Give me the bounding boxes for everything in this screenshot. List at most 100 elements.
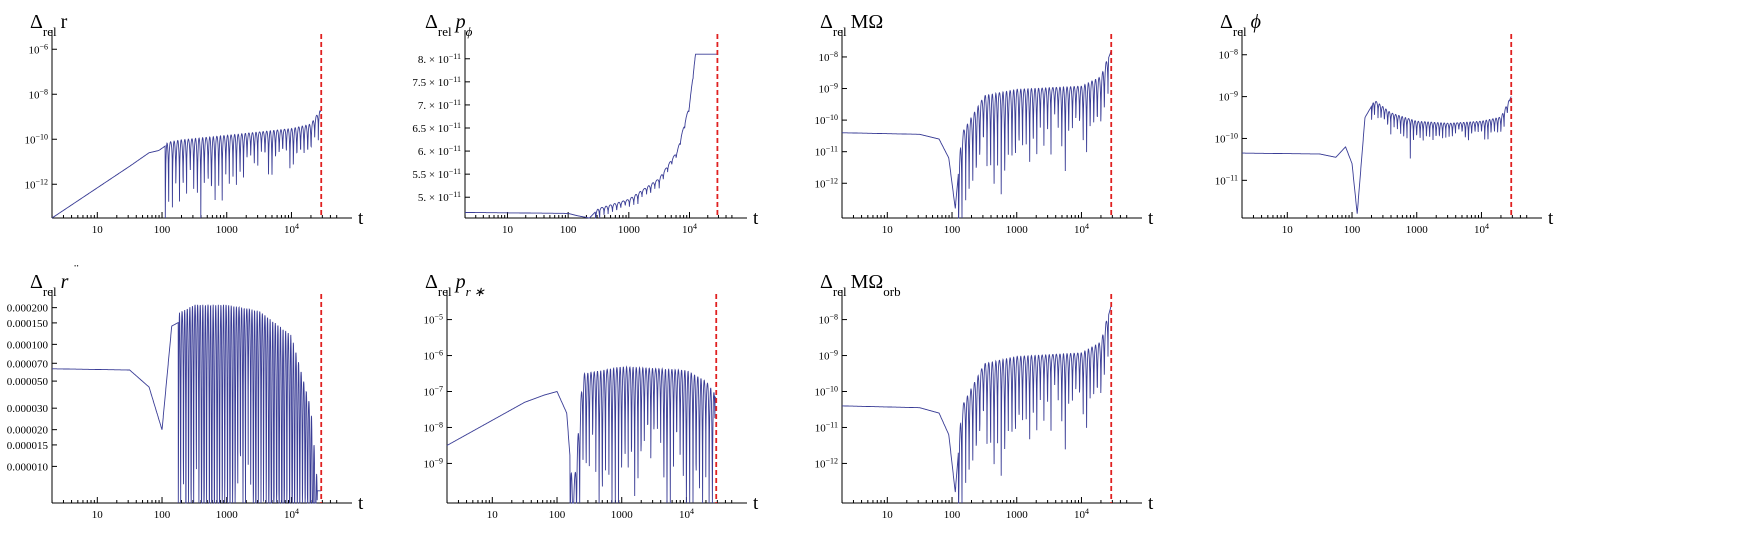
y-tick-label: 10−7 [423,384,443,399]
x-tick-label: 104 [679,507,694,522]
panel-title: Δrel MΩ [820,11,883,39]
x-tick-label: 104 [682,222,697,237]
y-tick-label: 10−5 [423,312,443,327]
y-tick-label: 0.000150 [7,318,49,330]
y-tick-label: 8. × 10−11 [418,51,461,65]
series-line [1242,96,1512,214]
x-axis-label: t [358,208,364,229]
panel-delta-pphi: Δrel pϕ 8. × 10−11 7.5 × 10−11 7. × 10−11 6.5… [412,11,759,237]
x-tick-label: 104 [284,507,299,522]
x-tick-label: 104 [1074,222,1089,237]
x-axis-label: t [753,493,759,514]
series-line [842,305,1112,504]
y-tick-label: 10−11 [815,420,838,435]
y-tick-label: 0.000030 [7,403,49,415]
y-tick-label: 10−9 [818,81,838,96]
ddot-mark: ¨ [74,263,79,278]
y-tick-label: 10−11 [815,144,838,159]
x-tick-label: 10 [487,509,499,521]
panel-title: Δrel r [30,11,68,39]
y-tick-label: 10−10 [24,132,48,147]
y-tick-label: 0.000100 [7,339,49,351]
y-tick-label: 10−8 [423,420,443,435]
title-delta: Δ [425,271,438,293]
series-line [446,365,717,504]
x-tick-label: 10 [882,224,894,236]
y-tick-label: 10−8 [28,87,48,102]
y-tick-label: 10−10 [814,113,838,128]
panel-title: Δrel MΩorb [820,271,901,299]
x-tick-label: 1000 [1006,509,1029,521]
y-tick-label: 0.000050 [7,376,49,388]
title-delta: Δ [1220,11,1233,33]
x-tick-label: 10 [502,224,514,236]
title-delta: Δ [425,11,438,33]
x-tick-label: 1000 [611,509,634,521]
x-tick-label: 100 [1344,224,1361,236]
title-delta: Δ [30,11,43,33]
panel-title: Δrel r [30,271,69,299]
panel-title: Δrel pϕ [425,11,473,39]
y-tick-label: 7.5 × 10−11 [412,74,461,89]
series-line [51,109,322,219]
x-tick-label: 1000 [1406,224,1429,236]
x-tick-label: 100 [549,509,566,521]
y-tick-label: 0.000010 [7,461,49,473]
y-tick-label: 5.5 × 10−11 [412,167,461,182]
y-tick-label: 10−9 [1218,89,1238,104]
x-tick-label: 100 [944,509,961,521]
panel-title: Δrel ϕ [1220,11,1261,39]
y-tick-label: 10−6 [28,42,48,57]
x-tick-label: 10 [92,224,104,236]
x-tick-label: 1000 [1006,224,1029,236]
x-tick-label: 1000 [216,224,239,236]
title-delta: Δ [30,271,43,293]
x-tick-label: 1000 [216,509,239,521]
y-tick-label: 6.5 × 10−11 [412,121,461,136]
x-tick-label: 100 [560,224,577,236]
y-tick-label: 10−10 [1214,131,1238,146]
series-line [842,50,1112,219]
y-tick-label: 10−9 [818,348,838,363]
x-axis-label: t [1148,493,1154,514]
x-axis-label: t [1548,208,1554,229]
x-tick-label: 104 [284,222,299,237]
y-tick-label: 10−9 [423,456,443,471]
y-tick-label: 10−12 [24,177,48,192]
x-tick-label: 100 [154,509,171,521]
x-tick-label: 100 [154,224,171,236]
y-tick-label: 5. × 10−11 [418,190,461,205]
series-line [52,304,322,504]
y-tick-label: 10−8 [818,49,838,64]
y-tick-label: 10−6 [423,348,443,363]
y-tick-label: 0.000015 [7,440,49,452]
y-tick-label: 10−11 [1215,173,1238,188]
x-tick-label: 104 [1474,222,1489,237]
series-line [465,53,718,219]
panel-title: Δrel pr ∗ [425,271,485,299]
y-tick-label: 7. × 10−11 [418,97,461,112]
panel-delta-r: Δrel r 10−6 10−8 10−10 10−12 10 100 1000 104 t [24,11,364,237]
x-tick-label: 10 [882,509,894,521]
y-tick-label: 0.000200 [7,303,49,315]
panel-delta-momega: Δrel MΩ 10−8 10−9 10−10 10−11 10−12 10 100 1000 10… [814,11,1154,237]
x-tick-label: 10 [1282,224,1294,236]
panel-delta-momega-orb: Δrel MΩorb 10−8 10−9 10−10 10−11 10−12 10 100 100… [814,271,1154,522]
x-tick-label: 100 [944,224,961,236]
y-tick-label: 10−12 [814,176,838,191]
title-delta: Δ [820,271,833,293]
y-tick-label: 10−10 [814,384,838,399]
panel-delta-rddot: Δrel r ¨ 0.000200 0.000150 0.000100 0.000070 0.… [7,263,364,522]
x-tick-label: 104 [1074,507,1089,522]
y-tick-label: 0.000020 [7,425,49,437]
x-tick-label: 10 [92,509,104,521]
y-tick-label: 6. × 10−11 [418,144,461,159]
panel-delta-phi: Δrel ϕ 10−8 10−9 10−10 10−11 10 100 1000 104 t [1214,11,1554,237]
x-axis-label: t [358,493,364,514]
y-tick-label: 10−8 [818,312,838,327]
title-delta: Δ [820,11,833,33]
y-tick-label: 10−12 [814,456,838,471]
panel-delta-prstar: Δrel pr ∗ 10−5 10−6 10−7 10−8 10−9 10 100 1000 104… [423,271,759,522]
y-tick-label: 10−8 [1218,47,1238,62]
x-axis-label: t [753,208,759,229]
